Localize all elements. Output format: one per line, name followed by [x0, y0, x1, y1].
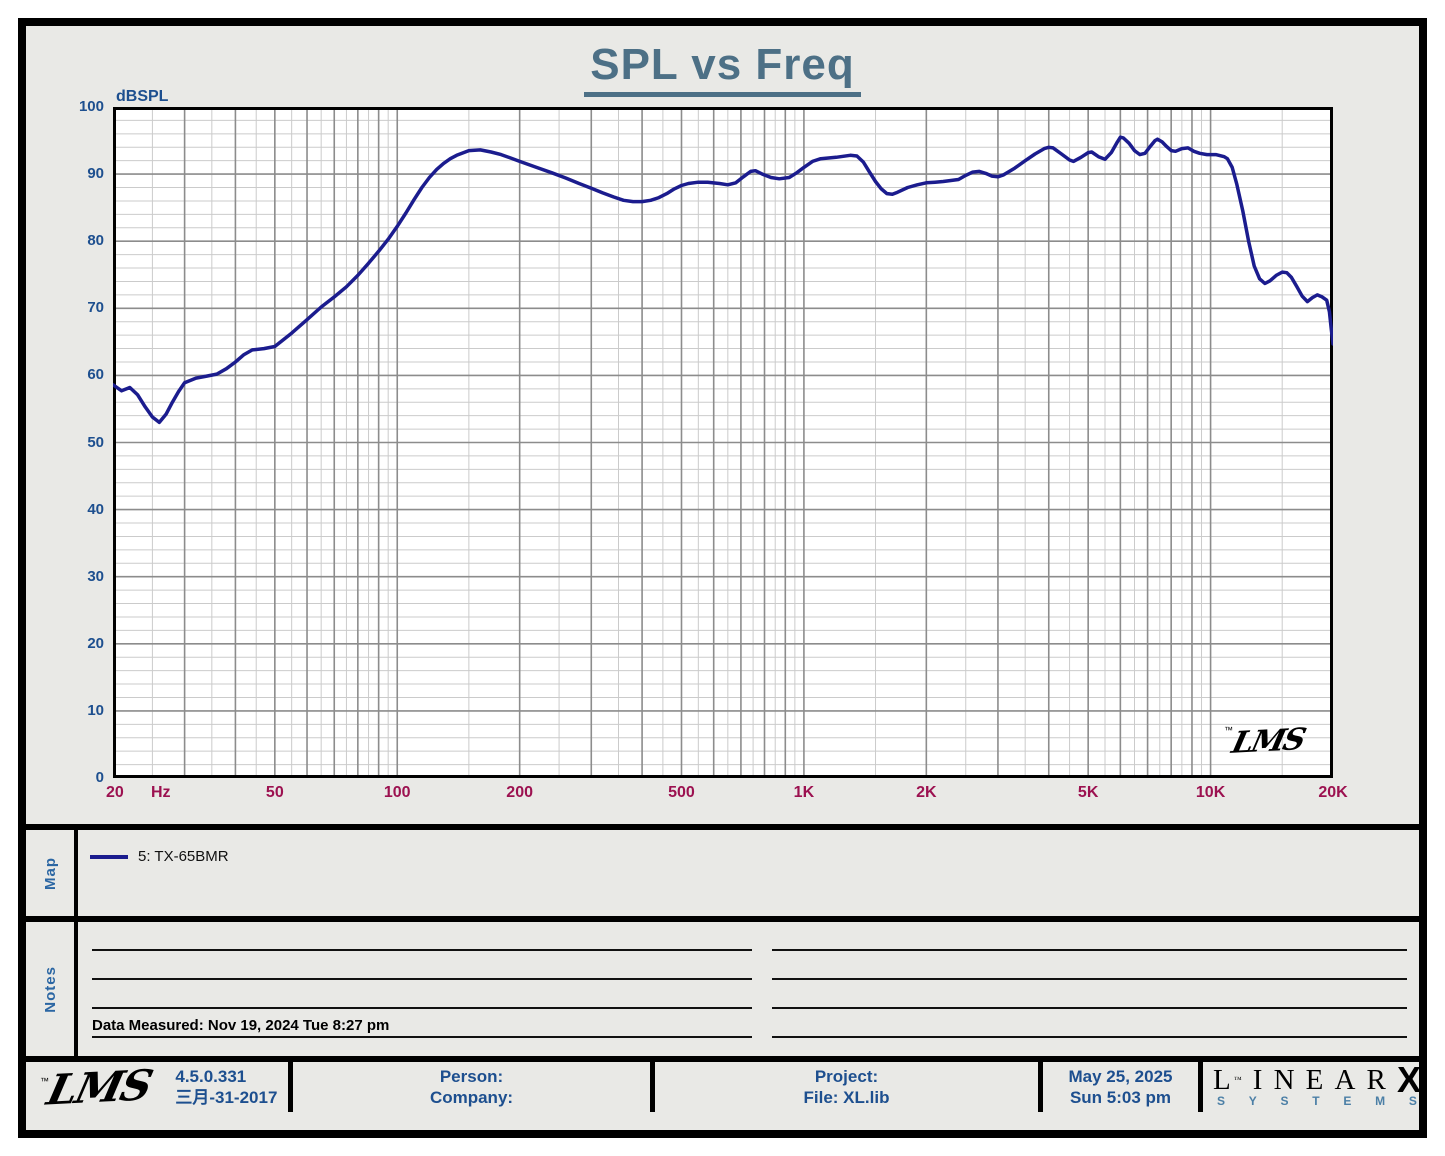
notes-rule-line [772, 949, 1407, 951]
notes-rule-line [92, 1036, 752, 1038]
x-tick-label: 10K [1195, 784, 1226, 801]
lms-logo-text: LMS [42, 1059, 156, 1115]
footer-project-cell: Project: File: XL.lib [650, 1062, 1038, 1112]
plot-border [113, 107, 1333, 778]
company-label: Company: [429, 1088, 514, 1107]
trademark-symbol: ™ [1224, 725, 1233, 735]
notes-rule-line [772, 978, 1407, 980]
lms-watermark-text: LMS [1228, 722, 1308, 761]
chart-panel: SPL vs Freq dBSPL 100 90 80 70 60 50 40 30 20 10 0… [26, 26, 1419, 824]
version-date: 三月-31-2017 [175, 1088, 278, 1107]
version-number: 4.5.0.331 [175, 1067, 247, 1086]
y-tick-label: 50 [87, 433, 104, 451]
brand-letter: N [1273, 1063, 1295, 1096]
map-legend-area: 5: TX-65BMR [78, 830, 1419, 916]
x-tick-label: 20 [106, 784, 124, 801]
y-tick-label: 0 [95, 769, 104, 786]
notes-rule-line [772, 1036, 1407, 1038]
footer-lms-cell: ™LMS 4.5.0.331 三月-31-2017 [26, 1059, 288, 1115]
x-tick-label: 500 [668, 784, 695, 801]
y-axis-unit-label: dBSPL [116, 88, 169, 105]
map-section: Map 5: TX-65BMR [26, 824, 1419, 916]
legend-line-swatch [90, 854, 128, 859]
x-tick-label: 50 [265, 784, 284, 801]
trademark-symbol: ™ [1233, 1074, 1242, 1084]
linearx-wordmark: L ™ I N E A R X [1213, 1058, 1421, 1100]
y-tick-label: 70 [87, 299, 104, 317]
notes-section: Notes Data Measured: Nov 19, 2024 Tue 8:… [26, 916, 1419, 1056]
y-tick-label: 10 [87, 701, 104, 719]
notes-rule-line [92, 949, 752, 951]
systems-letter: T [1312, 1093, 1320, 1108]
brand-letter: E [1305, 1063, 1324, 1096]
brand-letter: R [1366, 1063, 1386, 1096]
report-frame: SPL vs Freq dBSPL 100 90 80 70 60 50 40 30 20 10 0… [18, 18, 1427, 1138]
data-measured-text: Data Measured: Nov 19, 2024 Tue 8:27 pm [92, 1017, 390, 1034]
lms-watermark: ™LMS [1224, 722, 1308, 761]
spl-frequency-plot [113, 107, 1333, 778]
chart-title-text: SPL vs Freq [584, 40, 861, 97]
trademark-symbol: ™ [40, 1075, 49, 1086]
brand-letter: A [1334, 1063, 1356, 1096]
x-tick-label: 1K [793, 784, 815, 801]
systems-letter: Y [1248, 1093, 1257, 1108]
project-label: Project: [814, 1067, 879, 1086]
legend-series-label: 5: TX-65BMR [138, 848, 229, 865]
y-tick-label: 80 [87, 232, 104, 250]
x-tick-label: 200 [506, 784, 534, 801]
x-tick-label: 100 [383, 784, 411, 801]
x-tick-label: 2K [916, 784, 937, 801]
x-tick-label: 20K [1318, 784, 1348, 801]
footer-person-cell: Person: Company: [288, 1062, 650, 1112]
version-block: 4.5.0.331 三月-31-2017 [175, 1066, 277, 1108]
systems-letter: E [1343, 1093, 1352, 1108]
file-label: File: XL.lib [803, 1088, 890, 1107]
spl-curve [113, 135, 1333, 425]
notes-rule-line [772, 1007, 1407, 1009]
y-tick-label: 40 [87, 500, 104, 518]
y-tick-label: 60 [87, 366, 104, 384]
systems-letter: S [1408, 1093, 1417, 1108]
footer-time: Sun 5:03 pm [1069, 1088, 1172, 1107]
notes-section-label: Notes [26, 922, 78, 1056]
x-axis-unit-label: Hz [150, 784, 171, 801]
brand-letter: L [1213, 1063, 1231, 1096]
y-tick-label: 20 [87, 634, 104, 652]
map-section-label: Map [26, 830, 78, 916]
footer-datetime-cell: May 25, 2025 Sun 5:03 pm [1038, 1062, 1198, 1112]
brand-x-letter: X [1396, 1058, 1421, 1100]
map-label-text: Map [41, 856, 59, 890]
y-tick-label: 100 [78, 98, 104, 115]
brand-letter: I [1252, 1063, 1263, 1096]
x-tick-label: 5K [1077, 784, 1099, 801]
y-tick-label: 90 [87, 165, 104, 183]
notes-label-text: Notes [41, 965, 59, 1013]
systems-letter: M [1375, 1093, 1386, 1108]
footer-bar: ™LMS 4.5.0.331 三月-31-2017 Person: Compan… [26, 1056, 1421, 1115]
lms-logo: ™LMS [40, 1059, 175, 1115]
notes-area: Data Measured: Nov 19, 2024 Tue 8:27 pm [78, 922, 1419, 1056]
person-label: Person: [439, 1067, 504, 1086]
footer-date: May 25, 2025 [1068, 1067, 1173, 1086]
systems-letter: S [1280, 1093, 1289, 1108]
notes-rule-line [92, 1007, 752, 1009]
systems-letter: S [1217, 1093, 1226, 1108]
chart-title: SPL vs Freq [26, 40, 1419, 97]
y-tick-label: 30 [87, 567, 104, 585]
legend-item: 5: TX-65BMR [90, 848, 229, 865]
notes-rule-line [92, 978, 752, 980]
